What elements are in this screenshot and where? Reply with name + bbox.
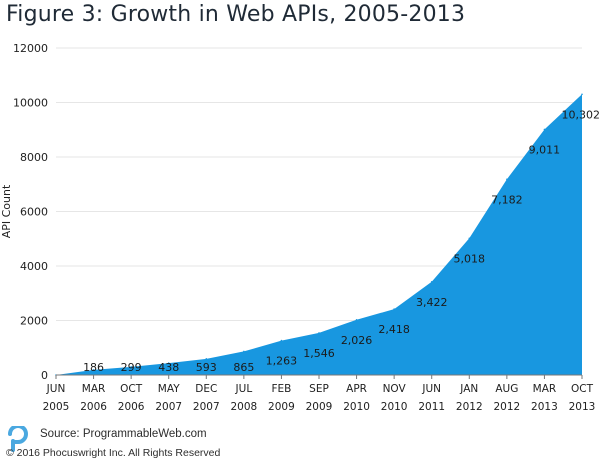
- data-label: 593: [196, 361, 217, 374]
- x-tick-label-year: 2007: [155, 401, 182, 413]
- x-tick-label-month: MAR: [82, 383, 106, 395]
- data-point: [92, 369, 95, 371]
- data-label: 186: [83, 361, 104, 374]
- data-label: 10,302: [562, 108, 600, 121]
- phocuswright-p-logo-icon: [8, 426, 28, 452]
- copyright-note: © 2016 Phocuswright Inc. All Rights Rese…: [6, 447, 221, 459]
- x-tick-label-year: 2010: [343, 401, 370, 413]
- x-tick-label-month: APR: [346, 383, 367, 395]
- x-tick-label-year: 2007: [193, 401, 220, 413]
- x-tick-label-year: 2013: [569, 401, 596, 413]
- source-note: Source: ProgrammableWeb.com: [40, 428, 207, 440]
- data-point: [581, 93, 583, 96]
- data-point: [318, 332, 320, 334]
- data-label: 299: [121, 361, 142, 374]
- x-tick-label-month: NOV: [383, 383, 407, 395]
- x-tick-label-year: 2008: [230, 401, 257, 413]
- x-tick-label-year: 2013: [531, 401, 558, 413]
- data-point: [355, 318, 358, 321]
- data-label: 9,011: [529, 143, 561, 156]
- x-tick-label-month: JUN: [421, 383, 441, 395]
- data-label: 2,026: [341, 334, 373, 347]
- data-label: 1,263: [266, 355, 298, 368]
- y-tick-label: 2000: [20, 315, 48, 328]
- data-label: 2,418: [378, 323, 410, 336]
- x-tick-label-month: JAN: [459, 383, 478, 395]
- data-point: [167, 362, 170, 364]
- x-tick-label-month: MAR: [533, 383, 557, 395]
- data-point: [506, 178, 508, 181]
- data-point: [543, 128, 546, 131]
- x-tick-label-year: 2011: [418, 401, 445, 413]
- area-series: [55, 93, 583, 376]
- data-label: 3,422: [416, 296, 448, 309]
- data-point: [205, 358, 208, 360]
- data-point: [393, 308, 395, 310]
- y-tick-label: 4000: [20, 260, 48, 273]
- data-point: [243, 350, 245, 353]
- x-tick-label-year: 2009: [268, 401, 295, 413]
- x-tick-label-year: 2006: [118, 401, 145, 413]
- x-tick-label-year: 2012: [493, 401, 520, 413]
- x-tick-label-month: AUG: [495, 383, 518, 395]
- y-tick-label: 8000: [20, 151, 48, 164]
- gridlines: [56, 47, 582, 321]
- x-tick-label-month: OCT: [571, 383, 594, 395]
- data-label: 5,018: [454, 252, 486, 265]
- data-label: 438: [158, 361, 179, 374]
- api-count-area: [56, 94, 582, 375]
- chart-title: Figure 3: Growth in Web APIs, 2005-2013: [6, 2, 466, 27]
- data-label: 7,182: [491, 193, 523, 206]
- y-tick-label: 6000: [20, 206, 48, 219]
- axes: 0 2000 4000 6000 8000 10000 12000 JUN 2005 MAR 200…: [0, 42, 595, 413]
- data-point: [280, 339, 283, 342]
- x-tick-label-month: DEC: [195, 383, 217, 395]
- x-tick-label-year: 2006: [80, 401, 107, 413]
- y-tick-label: 10000: [13, 97, 48, 110]
- x-tick-label-year: 2009: [306, 401, 333, 413]
- x-tick-label-month: FEB: [271, 383, 291, 395]
- x-tick-label-year: 2012: [456, 401, 483, 413]
- footer: Source: ProgrammableWeb.com © 2016 Phocu…: [0, 420, 600, 464]
- x-tick-label-year: 2005: [43, 401, 70, 413]
- x-tick-label-month: OCT: [120, 383, 143, 395]
- data-labels: 186 299 438 593 865 1,263 1,546 2,026 2,418 3,422…: [83, 108, 600, 374]
- data-label: 1,546: [303, 347, 335, 360]
- data-point: [468, 237, 471, 240]
- x-tick-label-month: JUN: [46, 383, 66, 395]
- area-chart: 0 2000 4000 6000 8000 10000 12000 JUN 2005 MAR 200…: [0, 42, 600, 413]
- x-tick-label-year: 2010: [381, 401, 408, 413]
- y-tick-label: 12000: [13, 42, 48, 55]
- y-tick-label: 0: [41, 369, 48, 382]
- x-tick-label-month: SEP: [309, 383, 329, 395]
- data-point: [130, 366, 132, 368]
- data-point: [430, 280, 433, 283]
- x-tick-label-month: MAY: [158, 383, 180, 395]
- y-axis-title: API Count: [0, 184, 13, 238]
- x-tick-label-month: JUL: [235, 383, 253, 395]
- data-label: 865: [233, 361, 254, 374]
